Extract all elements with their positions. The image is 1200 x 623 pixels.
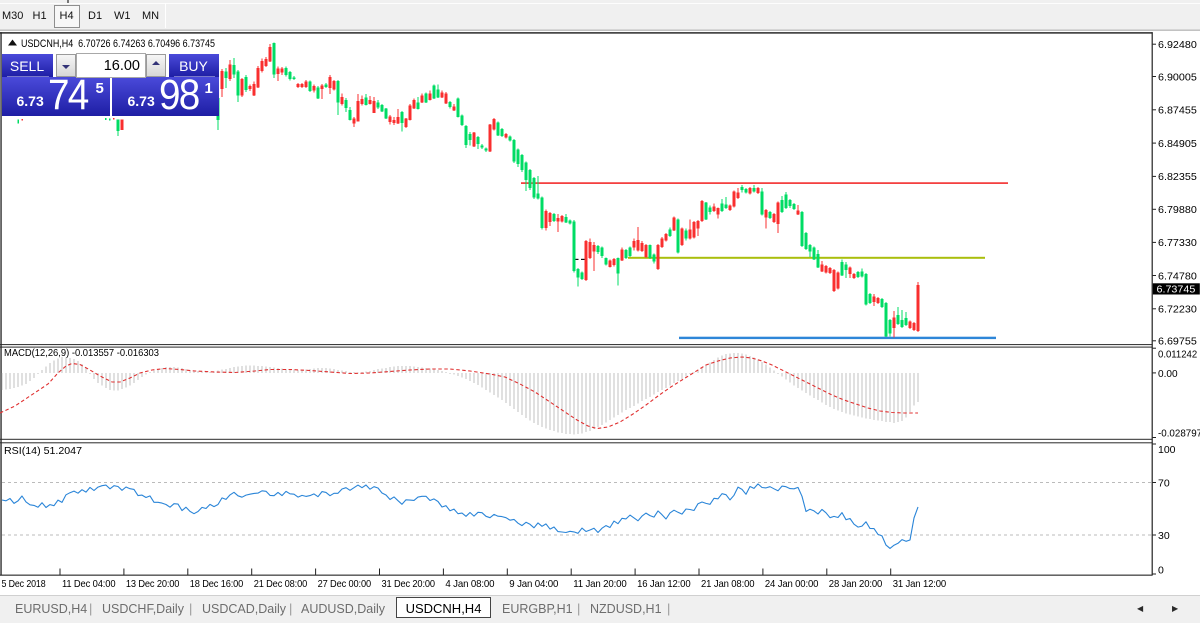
svg-text:USDCNH,H4 6.70726 6.74263 6.7: USDCNH,H4 6.70726 6.74263 6.70496 6.7374… [21,38,215,50]
svg-text:5 Dec 2018: 5 Dec 2018 [2,579,46,590]
svg-text:21 Jan 08:00: 21 Jan 08:00 [701,579,755,590]
svg-text:4 Jan 08:00: 4 Jan 08:00 [445,579,494,590]
svg-text:MACD(12,26,9) -0.013557 -0.016: MACD(12,26,9) -0.013557 -0.016303 [4,347,159,359]
svg-text:70: 70 [1158,477,1170,489]
svg-text:11 Jan 20:00: 11 Jan 20:00 [573,579,627,590]
svg-text:6.77330: 6.77330 [1158,237,1197,249]
svg-text:0.00: 0.00 [1158,368,1178,380]
svg-text:9 Jan 04:00: 9 Jan 04:00 [509,579,558,590]
svg-text:6.74780: 6.74780 [1158,270,1197,282]
svg-text:6.87455: 6.87455 [1158,105,1197,117]
svg-text:27 Dec 00:00: 27 Dec 00:00 [318,579,372,590]
svg-text:11 Dec 04:00: 11 Dec 04:00 [62,579,116,590]
svg-text:6.73745: 6.73745 [1157,283,1196,295]
svg-text:31 Jan 12:00: 31 Jan 12:00 [893,579,947,590]
svg-text:0: 0 [1158,564,1164,576]
svg-text:6.79880: 6.79880 [1158,204,1197,216]
svg-text:28 Jan 20:00: 28 Jan 20:00 [829,579,883,590]
svg-text:6.82355: 6.82355 [1158,171,1197,183]
svg-text:-0.028797: -0.028797 [1158,427,1200,439]
svg-text:13 Dec 20:00: 13 Dec 20:00 [126,579,180,590]
svg-text:16 Jan 12:00: 16 Jan 12:00 [637,579,691,590]
svg-text:6.84905: 6.84905 [1158,138,1197,150]
svg-text:21 Dec 08:00: 21 Dec 08:00 [254,579,308,590]
svg-text:RSI(14) 51.2047: RSI(14) 51.2047 [4,445,82,457]
svg-text:0.011242: 0.011242 [1158,348,1197,360]
svg-text:31 Dec 20:00: 31 Dec 20:00 [382,579,436,590]
svg-text:6.92480: 6.92480 [1158,39,1197,51]
svg-text:6.72230: 6.72230 [1158,304,1197,316]
svg-text:18 Dec 16:00: 18 Dec 16:00 [190,579,244,590]
svg-text:6.90005: 6.90005 [1158,71,1197,83]
svg-text:24 Jan 00:00: 24 Jan 00:00 [765,579,819,590]
svg-text:6.69755: 6.69755 [1158,336,1197,348]
svg-text:100: 100 [1158,444,1176,456]
svg-text:30: 30 [1158,530,1170,542]
